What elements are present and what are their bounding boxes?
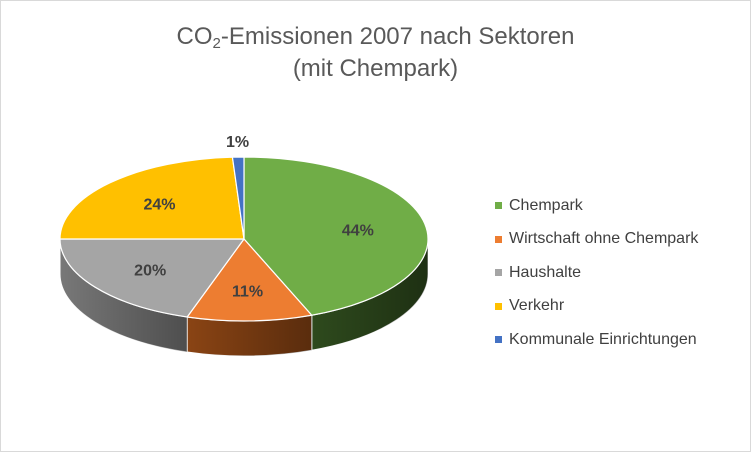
pie-data-labels: 44% 11% 20% 24% 1% xyxy=(134,134,374,301)
data-label-verkehr: 24% xyxy=(143,197,175,214)
pie-side-walls xyxy=(59,238,429,357)
legend-swatch-chempark xyxy=(495,202,502,210)
legend-item-wirtschaft[interactable]: Wirtschaft ohne Chempark xyxy=(495,223,698,257)
chart-title-co: CO xyxy=(176,23,213,50)
pie-side-shade-haushalte xyxy=(60,239,188,352)
pie-slice-verkehr[interactable] xyxy=(59,156,245,240)
pie-side-shade-chempark xyxy=(311,239,428,351)
pie-slices xyxy=(59,156,429,322)
data-label-wirtschaft: 11% xyxy=(232,284,263,301)
chart-subtitle: (mit Chempark) xyxy=(292,55,459,82)
legend-swatch-verkehr xyxy=(495,302,502,310)
data-label-chempark: 44% xyxy=(342,222,374,239)
legend-label-verkehr: Verkehr xyxy=(509,297,565,315)
legend: Chempark Wirtschaft ohne Chempark Hausha… xyxy=(495,189,698,357)
legend-label-haushalte: Haushalte xyxy=(509,263,582,281)
chart-title: CO2-Emissionen 2007 nach Sektoren (mit C… xyxy=(1,21,750,85)
legend-label-kommunale: Kommunale Einrichtungen xyxy=(509,330,697,348)
pie-slice-wirtschaft[interactable] xyxy=(186,238,313,322)
legend-label-chempark: Chempark xyxy=(509,196,583,214)
data-label-haushalte: 20% xyxy=(134,262,166,279)
pie-slice-chempark[interactable] xyxy=(243,156,429,316)
legend-item-chempark[interactable]: Chempark xyxy=(495,189,698,223)
legend-item-haushalte[interactable]: Haushalte xyxy=(495,256,698,290)
legend-swatch-wirtschaft xyxy=(495,235,502,243)
legend-label-wirtschaft: Wirtschaft ohne Chempark xyxy=(509,230,699,248)
legend-item-kommunale[interactable]: Kommunale Einrichtungen xyxy=(495,323,698,357)
legend-swatch-kommunale xyxy=(495,336,502,344)
data-label-kommunale: 1% xyxy=(226,134,249,151)
pie-slice-haushalte[interactable] xyxy=(59,238,245,318)
pie-slice-kommunale[interactable] xyxy=(231,156,245,240)
chart-title-rest: -Emissionen 2007 nach Sektoren xyxy=(220,23,575,50)
pie-side-shade-wirtschaft xyxy=(187,315,312,356)
legend-swatch-haushalte xyxy=(495,269,502,277)
legend-item-verkehr[interactable]: Verkehr xyxy=(495,290,698,324)
chart-title-subscript: 2 xyxy=(212,35,221,52)
